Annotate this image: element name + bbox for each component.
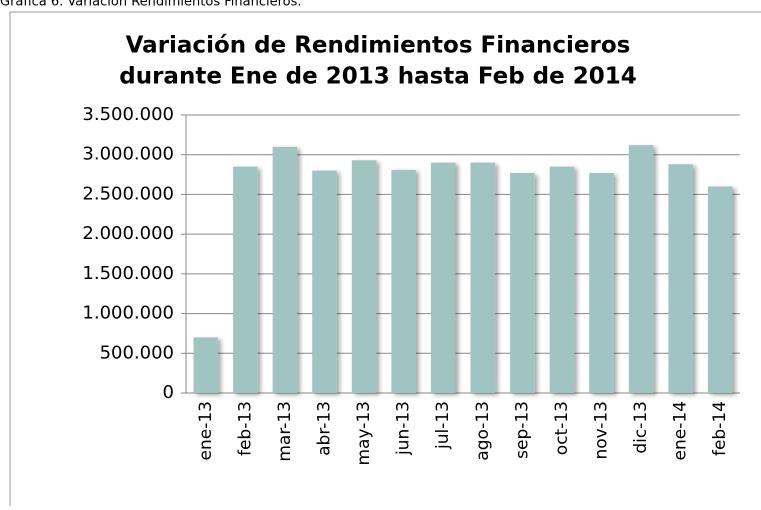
x-tick-label: jun-13 xyxy=(394,401,414,456)
bar xyxy=(707,186,733,393)
x-tick-label: ago-13 xyxy=(473,401,493,461)
x-tick-label: abr-13 xyxy=(315,401,335,456)
y-tick-label: 0 xyxy=(163,382,174,403)
y-tick-label: 3.000.000 xyxy=(82,144,174,165)
chart-title: durante Ene de 2013 hasta Feb de 2014 xyxy=(119,64,637,90)
bar xyxy=(272,146,298,393)
x-tick-label: feb-13 xyxy=(235,401,255,456)
bar xyxy=(351,160,377,393)
bar xyxy=(668,164,693,393)
bar xyxy=(430,162,456,393)
x-tick-label: mar-13 xyxy=(275,401,295,462)
y-tick-label: 2.500.000 xyxy=(82,183,174,204)
x-tick-label: sep-13 xyxy=(512,401,532,459)
y-tick-label: 1.000.000 xyxy=(82,303,174,324)
bar xyxy=(391,169,416,393)
x-tick-label: ene-14 xyxy=(671,401,691,460)
bar xyxy=(470,162,496,393)
y-tick-label: 1.500.000 xyxy=(82,263,174,284)
x-tick-label: jul-13 xyxy=(433,401,453,450)
x-tick-label: may-13 xyxy=(354,401,374,466)
x-tick-label: feb-14 xyxy=(710,401,730,456)
bar xyxy=(233,166,258,393)
bar xyxy=(510,172,535,393)
bar xyxy=(589,172,614,393)
bar xyxy=(628,145,654,393)
x-tick-label: dic-13 xyxy=(631,401,651,454)
y-tick-label: 2.000.000 xyxy=(82,223,174,244)
x-tick-label: oct-13 xyxy=(552,401,572,455)
bar xyxy=(312,170,337,393)
chart-title: Variación de Rendimientos Financieros xyxy=(126,33,631,59)
caption: Gráfica 6. Variación Rendimientos Financ… xyxy=(0,0,302,10)
x-tick-label: nov-13 xyxy=(592,401,612,460)
y-tick-label: 3.500.000 xyxy=(82,104,174,125)
bar xyxy=(193,337,219,393)
bar xyxy=(549,166,575,393)
y-tick-label: 500.000 xyxy=(100,342,174,363)
x-tick-label: ene-13 xyxy=(196,401,216,460)
